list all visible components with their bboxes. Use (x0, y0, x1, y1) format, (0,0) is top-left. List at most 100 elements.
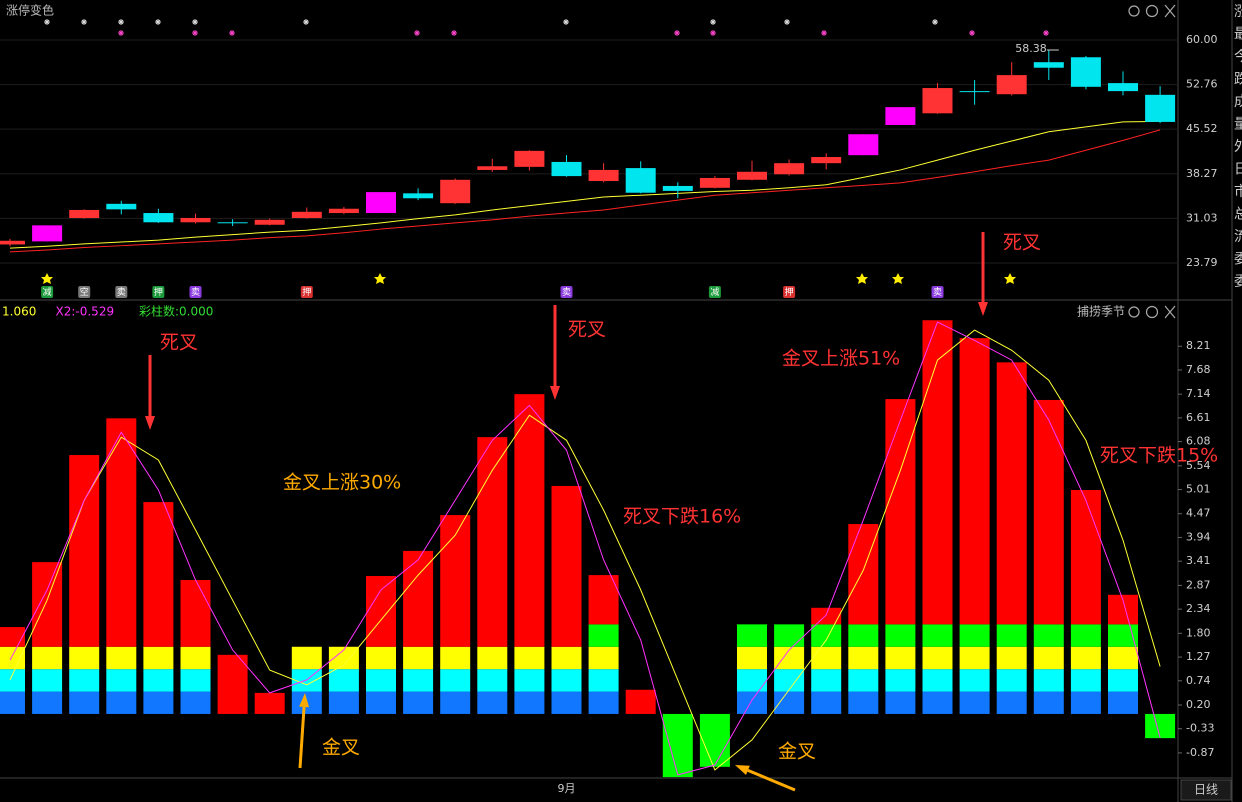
bar-segment (180, 580, 211, 647)
candle-body (254, 219, 285, 225)
y-tick-label: 0.74 (1186, 674, 1211, 687)
y-tick-label: -0.87 (1186, 746, 1214, 759)
bar-segment (143, 502, 174, 647)
signal-star (192, 30, 198, 36)
candle-body (106, 203, 137, 210)
signal-star (674, 30, 680, 36)
y-tick-label: 4.47 (1186, 507, 1211, 520)
candle-body (440, 179, 471, 204)
bar-segment (254, 692, 285, 714)
side-panel-text: 量 (1234, 117, 1242, 133)
help-icon[interactable] (1145, 305, 1159, 319)
badge (300, 286, 313, 298)
signal-star (892, 273, 904, 284)
bar-segment (1033, 691, 1064, 714)
candle-body (996, 75, 1027, 95)
period-button[interactable] (1180, 779, 1232, 801)
signal-star (821, 30, 827, 36)
y-tick-label: 0.20 (1186, 698, 1211, 711)
bar-segment (217, 654, 248, 714)
signal-star (41, 273, 53, 284)
bar-segment (403, 669, 434, 692)
badge (41, 286, 54, 298)
signal-star (856, 273, 868, 284)
bar-segment (477, 437, 508, 647)
bar-segment (996, 646, 1027, 670)
top-title: 涨停变色 (6, 3, 54, 18)
bar-segment (996, 624, 1027, 647)
annotation: 死叉下跌15% (1100, 445, 1218, 467)
y-tick-label: 8.21 (1186, 339, 1211, 352)
bar-segment (106, 691, 137, 714)
indicator-line (9, 329, 1161, 771)
side-panel-text: 流 (1234, 229, 1242, 245)
bar-segment (514, 394, 545, 647)
bar-segment (328, 646, 359, 670)
bar-segment (69, 691, 100, 714)
bar-segment (440, 691, 471, 714)
bar-segment (996, 669, 1027, 692)
annotation: 金叉 (778, 741, 816, 763)
bar-segment (811, 624, 842, 647)
bar-segment (551, 646, 582, 670)
side-panel-text: 今 (1234, 49, 1242, 65)
bar-segment (1033, 399, 1064, 625)
badge (708, 286, 721, 298)
candle-body (551, 161, 582, 177)
settings-icon[interactable] (1128, 306, 1140, 318)
bar-segment (32, 646, 63, 670)
bar-segment (662, 713, 693, 778)
bar-segment (69, 669, 100, 692)
badge (560, 286, 573, 298)
bar-segment (774, 624, 805, 647)
bar-segment (1033, 669, 1064, 692)
bar-segment (959, 338, 990, 625)
close-icon[interactable] (1164, 305, 1176, 319)
period-label[interactable]: 日线 (1194, 783, 1218, 797)
bar-segment (32, 562, 63, 647)
signal-star (81, 19, 87, 25)
bar-segment (551, 485, 582, 647)
settings-icon[interactable] (1128, 5, 1140, 17)
bar-segment (477, 691, 508, 714)
toolbar-icons[interactable] (1128, 4, 1176, 319)
bar-segment (588, 669, 619, 692)
candle-body (514, 150, 545, 167)
bar-segment (143, 646, 174, 670)
bar-segment (69, 646, 100, 670)
bar-segment (774, 646, 805, 670)
bar-segment (440, 646, 471, 670)
bar-segment (440, 669, 471, 692)
badge-text: 卖 (191, 287, 200, 298)
bar-segment (514, 691, 545, 714)
close-icon[interactable] (1164, 4, 1176, 18)
candle-body (922, 88, 953, 114)
help-icon[interactable] (1145, 4, 1159, 18)
candle-body (0, 240, 25, 245)
badge-text: 卖 (933, 287, 942, 298)
bar-segment (0, 669, 25, 692)
y-tick-label: 7.68 (1186, 363, 1211, 376)
bar-segment (959, 646, 990, 670)
bar-segment (32, 669, 63, 692)
candle-body (625, 168, 656, 193)
bar-segment (848, 669, 879, 692)
bar-segment (774, 691, 805, 714)
bar-segment (477, 646, 508, 670)
side-panel-text: 日 (1234, 162, 1242, 178)
indicator-line (9, 321, 1161, 776)
bar-segment (774, 669, 805, 692)
annotation: 死叉 (568, 319, 606, 341)
signal-star (451, 30, 457, 36)
bar-segment (366, 669, 396, 692)
y-tick-label: 6.08 (1186, 435, 1211, 448)
y-tick-label: 45.52 (1186, 122, 1218, 135)
signal-star (1004, 273, 1016, 284)
bar-segment (922, 320, 953, 625)
legend-entry: 1.060 (2, 305, 36, 319)
bar-segment (180, 691, 211, 714)
x-tick-label: 9月 (558, 782, 576, 795)
bar-segment (403, 691, 434, 714)
bar-segment (106, 646, 137, 670)
bar-segment (1033, 646, 1064, 670)
